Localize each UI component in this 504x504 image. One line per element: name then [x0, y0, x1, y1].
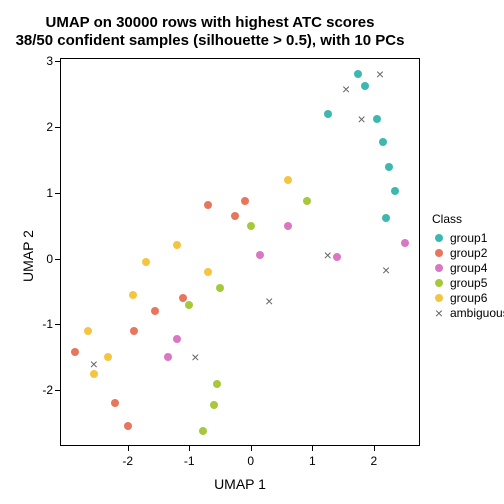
data-point: × [382, 263, 390, 277]
legend-title: Class [432, 212, 504, 226]
data-point [142, 258, 150, 266]
legend-marker-icon [432, 279, 446, 287]
y-tick-mark [55, 324, 60, 325]
umap-scatter-chart: UMAP on 30000 rows with highest ATC scor… [0, 0, 504, 504]
data-point [361, 82, 369, 90]
data-point: × [324, 248, 332, 262]
data-point [129, 291, 137, 299]
data-point [185, 301, 193, 309]
data-point [324, 110, 332, 118]
y-tick-label: 1 [35, 186, 53, 200]
x-tick-label: -1 [184, 454, 195, 468]
x-tick-mark [128, 446, 129, 451]
data-point [213, 380, 221, 388]
data-point [111, 399, 119, 407]
data-point: × [376, 67, 384, 81]
plot-area [60, 58, 420, 446]
chart-title-block: UMAP on 30000 rows with highest ATC scor… [0, 14, 420, 50]
legend-label: group6 [450, 291, 487, 305]
data-point [379, 138, 387, 146]
x-tick-mark [374, 446, 375, 451]
data-point [401, 239, 409, 247]
data-point [303, 197, 311, 205]
legend-item: group6 [432, 290, 504, 305]
legend-item: × ambiguous [432, 305, 504, 320]
data-point [130, 327, 138, 335]
x-tick-label: 2 [371, 454, 378, 468]
data-point: × [342, 82, 350, 96]
x-axis-label: UMAP 1 [60, 476, 420, 492]
legend-item: group4 [432, 260, 504, 275]
legend-item: group2 [432, 245, 504, 260]
data-point [231, 212, 239, 220]
data-point [284, 176, 292, 184]
data-point [247, 222, 255, 230]
x-tick-mark [251, 446, 252, 451]
legend-label: group1 [450, 231, 487, 245]
data-point [256, 251, 264, 259]
y-tick-mark [55, 390, 60, 391]
y-tick-mark [55, 61, 60, 62]
x-tick-label: -2 [122, 454, 133, 468]
legend-label: ambiguous [450, 306, 504, 320]
y-tick-mark [55, 193, 60, 194]
legend-marker-icon [432, 234, 446, 242]
chart-title-line2: 38/50 confident samples (silhouette > 0.… [0, 32, 420, 50]
legend-marker-icon: × [432, 305, 446, 321]
chart-title-line1: UMAP on 30000 rows with highest ATC scor… [0, 14, 420, 32]
legend-item: group5 [432, 275, 504, 290]
legend-label: group5 [450, 276, 487, 290]
legend: Class group1group2group4group5group6 × amb… [432, 212, 504, 320]
y-tick-label: 3 [35, 54, 53, 68]
data-point [391, 187, 399, 195]
data-point [373, 115, 381, 123]
y-tick-mark [55, 259, 60, 260]
data-point [173, 335, 181, 343]
y-axis-label: UMAP 2 [20, 230, 36, 282]
legend-label: group4 [450, 261, 487, 275]
data-point: × [357, 112, 365, 126]
x-tick-mark [189, 446, 190, 451]
data-point [385, 163, 393, 171]
legend-label: group2 [450, 246, 487, 260]
data-point: × [265, 294, 273, 308]
y-tick-label: -1 [35, 317, 53, 331]
x-tick-label: 1 [309, 454, 316, 468]
data-point [204, 201, 212, 209]
y-tick-label: 2 [35, 120, 53, 134]
data-point [199, 427, 207, 435]
data-point [382, 214, 390, 222]
y-tick-label: -2 [35, 383, 53, 397]
data-point [104, 353, 112, 361]
data-point: × [90, 357, 98, 371]
x-tick-label: 0 [247, 454, 254, 468]
legend-marker-icon [432, 264, 446, 272]
legend-marker-icon [432, 249, 446, 257]
data-point [284, 222, 292, 230]
data-point [84, 327, 92, 335]
data-point [241, 197, 249, 205]
legend-item: group1 [432, 230, 504, 245]
data-point [216, 284, 224, 292]
data-point [124, 422, 132, 430]
data-point: × [191, 350, 199, 364]
y-tick-label: 0 [35, 252, 53, 266]
data-point [204, 268, 212, 276]
data-point [151, 307, 159, 315]
x-tick-mark [312, 446, 313, 451]
legend-marker-icon [432, 294, 446, 302]
data-point [71, 348, 79, 356]
data-point [354, 70, 362, 78]
data-point [210, 401, 218, 409]
data-point [173, 241, 181, 249]
y-tick-mark [55, 127, 60, 128]
data-point [333, 253, 341, 261]
data-point [164, 353, 172, 361]
